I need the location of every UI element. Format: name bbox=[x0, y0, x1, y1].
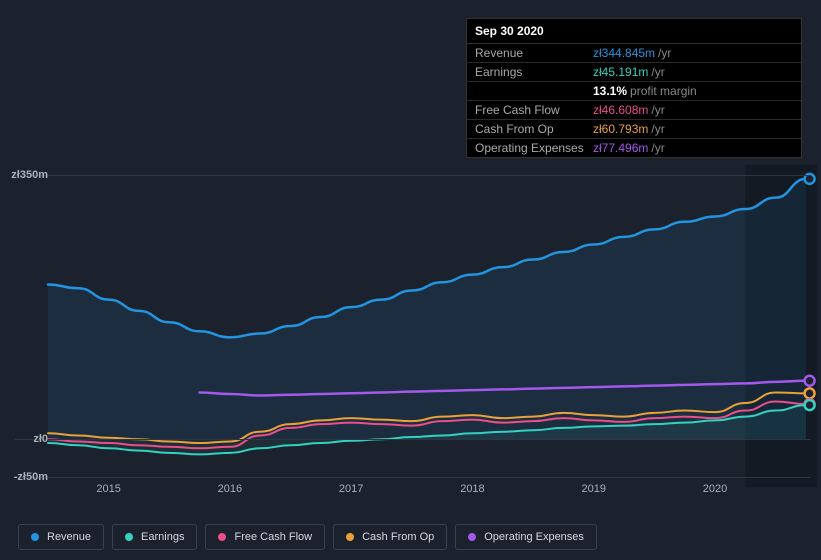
legend-label: Cash From Op bbox=[362, 531, 434, 543]
legend-swatch bbox=[468, 533, 476, 541]
legend-item[interactable]: Revenue bbox=[18, 524, 104, 550]
hover-marker bbox=[805, 376, 815, 386]
series-fill bbox=[48, 179, 806, 439]
tooltip-row-label: Cash From Op bbox=[475, 122, 593, 136]
y-axis-label: zł350m bbox=[11, 169, 48, 181]
legend-label: Revenue bbox=[47, 531, 91, 543]
y-axis-label: zł0 bbox=[33, 433, 48, 445]
x-axis-label: 2015 bbox=[96, 483, 120, 495]
legend-swatch bbox=[218, 533, 226, 541]
gridline bbox=[15, 477, 811, 478]
hover-marker bbox=[805, 400, 815, 410]
tooltip-row-label: Free Cash Flow bbox=[475, 103, 593, 117]
y-axis-label: -zł50m bbox=[14, 471, 48, 483]
x-axis-label: 2020 bbox=[703, 483, 727, 495]
tooltip-row-label: Operating Expenses bbox=[475, 141, 593, 155]
x-axis-label: 2016 bbox=[218, 483, 242, 495]
tooltip-subrow: 13.1%profit margin bbox=[467, 82, 801, 101]
legend-item[interactable]: Earnings bbox=[112, 524, 197, 550]
gridline bbox=[15, 175, 811, 176]
hover-tooltip: Sep 30 2020 Revenue zł344.845m/yrEarning… bbox=[466, 18, 802, 158]
legend-swatch bbox=[31, 533, 39, 541]
tooltip-row-value: zł60.793m/yr bbox=[593, 122, 665, 136]
x-axis-label: 2018 bbox=[460, 483, 484, 495]
legend-label: Operating Expenses bbox=[484, 531, 584, 543]
tooltip-row-value: zł46.608m/yr bbox=[593, 103, 665, 117]
legend-label: Free Cash Flow bbox=[234, 531, 312, 543]
tooltip-title: Sep 30 2020 bbox=[467, 19, 801, 44]
tooltip-row-value: zł45.191m/yr bbox=[593, 65, 665, 79]
legend-item[interactable]: Free Cash Flow bbox=[205, 524, 325, 550]
legend-item[interactable]: Cash From Op bbox=[333, 524, 447, 550]
legend-item[interactable]: Operating Expenses bbox=[455, 524, 597, 550]
tooltip-row: Revenue zł344.845m/yr bbox=[467, 44, 801, 63]
tooltip-row: Operating Expenses zł77.496m/yr bbox=[467, 139, 801, 157]
x-axis-label: 2019 bbox=[581, 483, 605, 495]
tooltip-row-label: Revenue bbox=[475, 46, 593, 60]
tooltip-row: Cash From Op zł60.793m/yr bbox=[467, 120, 801, 139]
hover-marker bbox=[805, 388, 815, 398]
legend-swatch bbox=[346, 533, 354, 541]
tooltip-row-label: Earnings bbox=[475, 65, 593, 79]
legend: Revenue Earnings Free Cash Flow Cash From O… bbox=[18, 524, 597, 550]
legend-label: Earnings bbox=[141, 531, 184, 543]
tooltip-row-value: zł77.496m/yr bbox=[593, 141, 665, 155]
tooltip-row: Free Cash Flow zł46.608m/yr bbox=[467, 101, 801, 120]
x-axis-label: 2017 bbox=[339, 483, 363, 495]
legend-swatch bbox=[125, 533, 133, 541]
tooltip-row-value: zł344.845m/yr bbox=[593, 46, 671, 60]
gridline bbox=[15, 439, 811, 440]
tooltip-row: Earnings zł45.191m/yr bbox=[467, 63, 801, 82]
tooltip-rows: Revenue zł344.845m/yrEarnings zł45.191m/… bbox=[467, 44, 801, 157]
